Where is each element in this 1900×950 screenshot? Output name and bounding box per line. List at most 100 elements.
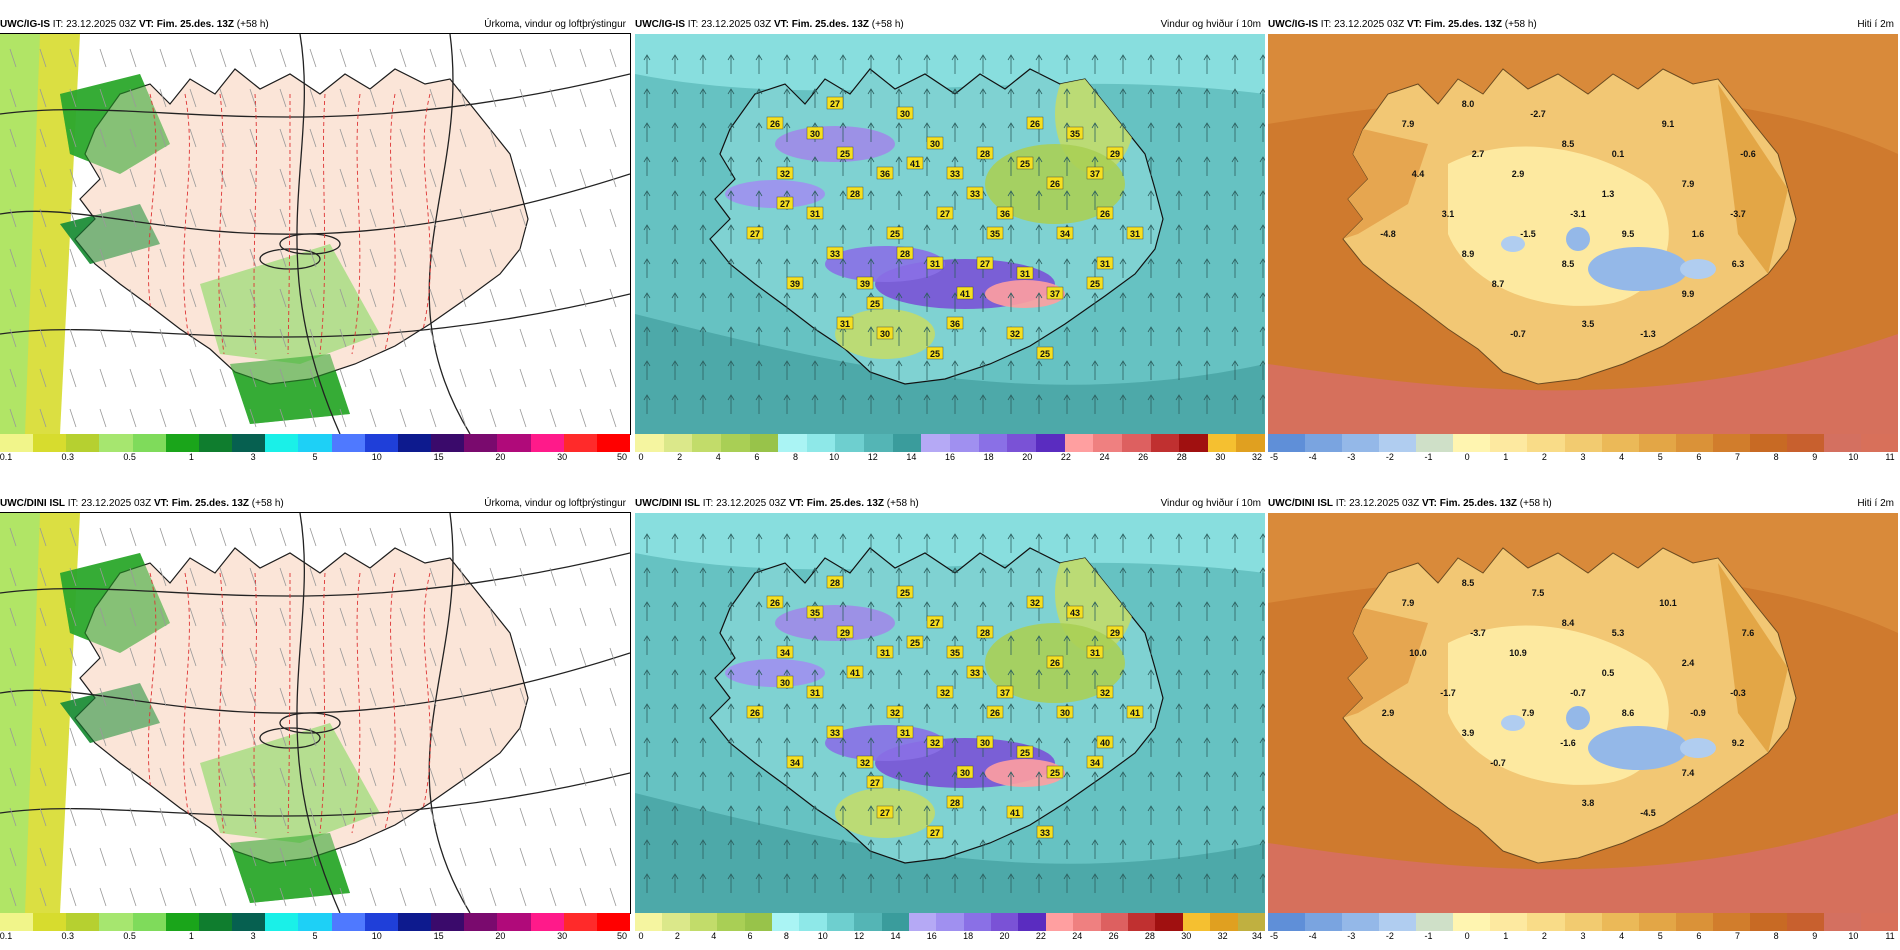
value-text: 25: [840, 149, 850, 159]
panel-igis-precip: UWC/IG-IS IT: 23.12.2025 03Z VT: Fim. 25…: [0, 16, 631, 466]
colorbar-swatch: [720, 434, 750, 452]
gust-label: 31: [806, 206, 824, 220]
colorbar-tick: 4: [1619, 452, 1625, 462]
colorbar-swatch: [1210, 913, 1238, 931]
value-text: 30: [960, 768, 970, 778]
value-text: 8.5: [1562, 139, 1575, 149]
gust-label: 43: [1066, 605, 1084, 619]
gust-label: 28: [846, 186, 864, 200]
gust-label: 31: [926, 256, 944, 270]
colorbar-tick: 22: [1035, 931, 1046, 941]
colorbar-tick: 0.1: [0, 931, 13, 941]
value-text: 0.5: [1602, 668, 1615, 678]
temperature-label: -3.7: [1730, 209, 1746, 219]
temperature-label: -0.7: [1490, 758, 1506, 768]
colorbar-swatch: [635, 434, 664, 452]
value-text: 29: [1110, 149, 1120, 159]
value-text: 34: [1090, 758, 1100, 768]
value-text: 33: [970, 668, 980, 678]
gust-label: 31: [1086, 645, 1104, 659]
gust-label: 25: [1036, 346, 1054, 360]
value-text: 8.9: [1462, 249, 1475, 259]
value-text: -0.6: [1740, 149, 1756, 159]
value-text: 31: [1130, 229, 1140, 239]
gust-label: 35: [806, 605, 824, 619]
gust-label: 32: [856, 755, 874, 769]
value-text: 32: [780, 169, 790, 179]
colorbar-swatch: [1064, 434, 1094, 452]
colorbar-tick: 30: [1215, 452, 1226, 462]
value-text: 28: [980, 149, 990, 159]
colorbar-swatch: [1712, 913, 1750, 931]
temperature-label: 3.9: [1462, 728, 1475, 738]
colorbar-swatch: [165, 913, 199, 931]
gust-label: 32: [886, 705, 904, 719]
colorbar-swatch: [497, 434, 531, 452]
isobar: [296, 34, 341, 434]
map-area: [0, 33, 631, 435]
value-text: 30: [930, 139, 940, 149]
colorbar-tick: 4: [711, 931, 717, 941]
value-text: 32: [860, 758, 870, 768]
value-text: 31: [810, 688, 820, 698]
colorbar-swatch: [1490, 434, 1528, 452]
model-name: UWC/DINI ISL: [635, 498, 700, 509]
value-text: 41: [1130, 708, 1140, 718]
colorbar-swatch: [1342, 913, 1380, 931]
value-text: 34: [780, 648, 790, 658]
value-text: 39: [860, 279, 870, 289]
colorbar-swatch: [1749, 434, 1787, 452]
gust-label: 27: [746, 226, 764, 240]
gust-label: 41: [956, 286, 974, 300]
gust-label: 39: [856, 276, 874, 290]
colorbar-swatch: [936, 913, 964, 931]
colorbar-tick: 1: [188, 931, 194, 941]
isobar: [0, 173, 630, 235]
gust-label: 29: [1106, 625, 1124, 639]
colorbar-tick: 15: [433, 452, 444, 462]
value-text: -0.3: [1730, 688, 1746, 698]
gust-label: 34: [1056, 226, 1074, 240]
colorbar-tick: 11: [1885, 452, 1895, 462]
gust-label: 37: [1046, 286, 1064, 300]
value-text: 8.6: [1622, 708, 1635, 718]
colorbar-swatch: [165, 434, 199, 452]
gust-label: 26: [986, 705, 1004, 719]
panel-header: UWC/DINI ISL IT: 23.12.2025 03Z VT: Fim.…: [1268, 495, 1898, 513]
gust-label: 25: [896, 585, 914, 599]
gust-label: 32: [926, 735, 944, 749]
gust-label: 32: [776, 166, 794, 180]
gust-label: 30: [806, 126, 824, 140]
gust-label: 41: [1126, 705, 1144, 719]
colorbar-swatch: [397, 913, 432, 931]
value-text: 31: [880, 648, 890, 658]
colorbar-swatch: [232, 434, 266, 452]
colorbar-tick: 2: [674, 931, 680, 941]
colorbar-swatch: [1601, 913, 1639, 931]
gust-label: 26: [1046, 176, 1064, 190]
colorbar-tick: 5: [1657, 452, 1663, 462]
lead-time: (+58 h): [1504, 19, 1537, 30]
map-canvas: 2628312726264032283132293233342532294132…: [635, 513, 1265, 913]
colorbar-swatch: [1007, 434, 1036, 452]
temperature-label: 3.8: [1582, 798, 1595, 808]
colorbar-swatch: [0, 913, 34, 931]
gust-label: 27: [926, 615, 944, 629]
value-text: 9.1: [1662, 119, 1675, 129]
gust-label: 26: [746, 705, 764, 719]
colorbar-swatch: [1100, 913, 1129, 931]
temperature-label: 9.2: [1732, 738, 1745, 748]
colorbar-tick: 20: [1022, 452, 1033, 462]
colorbar-tick: 28: [1176, 452, 1187, 462]
value-text: 41: [960, 289, 970, 299]
value-text: 28: [950, 798, 960, 808]
colorbar-tick: 26: [1108, 931, 1119, 941]
temperature-label: 8.5: [1562, 139, 1575, 149]
gust-label: 33: [966, 665, 984, 679]
temperature-label: 7.5: [1532, 588, 1545, 598]
colorbar-swatch: [689, 913, 718, 931]
map-area: 7.9 8.5 10.9 8.4 8.6 2.4 9.2 -0.7 3.8 -1.7 10.1 7.6…: [1268, 513, 1898, 913]
value-text: 27: [780, 199, 790, 209]
colorbar-swatch: [464, 434, 498, 452]
value-text: 25: [890, 229, 900, 239]
